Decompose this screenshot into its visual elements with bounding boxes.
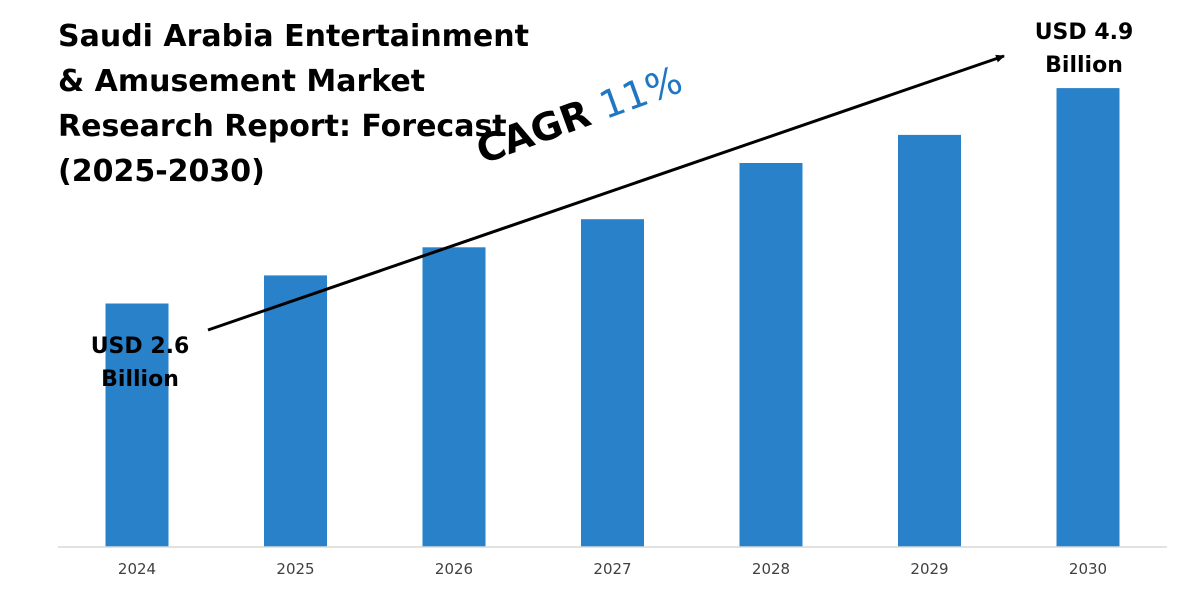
end-value-amount: USD 4.9 bbox=[1034, 20, 1134, 45]
x-tick-labels: 2024 2025 2026 2027 2028 2029 2030 bbox=[118, 560, 1107, 578]
bar-2027 bbox=[581, 219, 644, 547]
chart-title-line: (2025-2030) bbox=[58, 154, 265, 189]
end-value-callout: USD 4.9 Billion bbox=[1024, 16, 1144, 82]
x-tick-label: 2027 bbox=[593, 560, 631, 578]
bar-2029 bbox=[898, 134, 961, 547]
start-value-unit: Billion bbox=[101, 367, 179, 392]
bar-2025 bbox=[264, 275, 327, 547]
chart-title: Saudi Arabia Entertainment & Amusement M… bbox=[58, 14, 529, 194]
x-tick-label: 2028 bbox=[752, 560, 790, 578]
chart-title-line: Saudi Arabia Entertainment bbox=[58, 19, 529, 54]
bar-2030 bbox=[1056, 88, 1120, 547]
start-value-amount: USD 2.6 bbox=[90, 334, 190, 359]
start-value-callout: USD 2.6 Billion bbox=[80, 330, 200, 396]
x-tick-label: 2025 bbox=[276, 560, 314, 578]
x-tick-label: 2030 bbox=[1069, 560, 1107, 578]
growth-arrow bbox=[207, 54, 1005, 332]
x-tick-label: 2024 bbox=[118, 560, 156, 578]
x-tick-label: 2026 bbox=[435, 560, 473, 578]
bars-layer bbox=[105, 88, 1120, 548]
chart-title-line: & Amusement Market bbox=[58, 64, 426, 99]
end-value-unit: Billion bbox=[1045, 53, 1123, 78]
bar-2024 bbox=[105, 303, 169, 547]
bar-2026 bbox=[422, 247, 486, 548]
chart-title-line: Research Report: Forecast bbox=[58, 109, 507, 144]
bar-2028 bbox=[739, 163, 803, 547]
x-tick-label: 2029 bbox=[910, 560, 948, 578]
